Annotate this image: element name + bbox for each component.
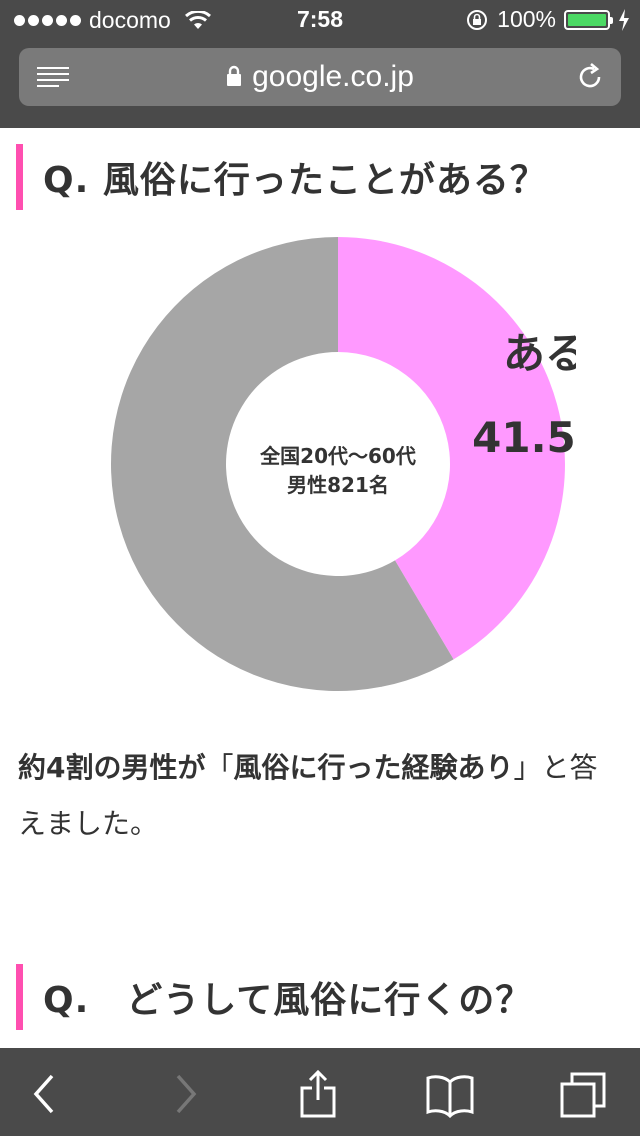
rotation-lock-icon [467,9,488,30]
browser-chrome: docomo 7:58 100% [0,0,640,128]
battery-icon [564,9,613,30]
chart-center-line1: 全国20代～60代 [259,444,416,468]
question-title-1: Q. 風俗に行ったことがある？ [43,160,547,201]
address-bar[interactable]: google.co.jp [19,48,621,106]
charging-icon [619,8,629,31]
question-heading-2: Q. どうして風俗に行くの？ [16,964,532,1030]
donut-slice-rest [110,237,454,691]
answer-quote-close: 」 [513,751,542,784]
lock-icon [227,65,242,86]
slice-value-yes: 41.5% [472,413,576,462]
status-bar: docomo 7:58 100% [0,0,640,40]
tabs-icon[interactable] [560,1070,608,1118]
wifi-icon [184,10,211,29]
battery-percent: 100% [497,6,556,32]
share-icon[interactable] [296,1070,344,1118]
answer-bold-1: 約4割の男性が [18,751,206,784]
url-display[interactable]: google.co.jp [19,60,621,94]
forward-icon[interactable] [160,1070,208,1118]
answer-rest: と答えました。 [18,751,598,840]
bookmarks-icon[interactable] [426,1070,474,1118]
question-title-2: Q. どうして風俗に行くの？ [43,980,533,1021]
answer-text: 約4割の男性が「風俗に行った経験あり」と答えました。 [18,740,622,852]
chart-center-line2: 男性821名 [287,473,389,497]
heading-accent-bar [16,964,23,1030]
question-heading-1: Q. 風俗に行ったことがある？ [16,144,547,210]
browser-toolbar [0,1048,640,1136]
clock: 7:58 [296,6,344,32]
slice-label-yes: ある [503,329,576,378]
url-text: google.co.jp [252,60,414,93]
heading-accent-bar [16,144,23,210]
status-right: 100% [465,6,630,33]
reader-icon[interactable] [37,66,69,90]
donut-slice-yes [338,237,565,660]
donut-chart: 全国20代～60代 男性821名 ある 41.5% [110,237,576,691]
carrier-name: docomo [89,7,171,33]
signal-carrier: docomo [14,7,211,34]
back-icon[interactable] [22,1070,70,1118]
signal-strength-icon [14,15,81,26]
reload-icon[interactable] [575,62,605,92]
page-content: Q. 風俗に行ったことがある？ 全国20代～60代 男性821名 ある 41.5… [0,128,640,1048]
answer-bold-2: 風俗に行った経験あり [233,751,514,784]
answer-quote-open: 「 [205,751,234,784]
